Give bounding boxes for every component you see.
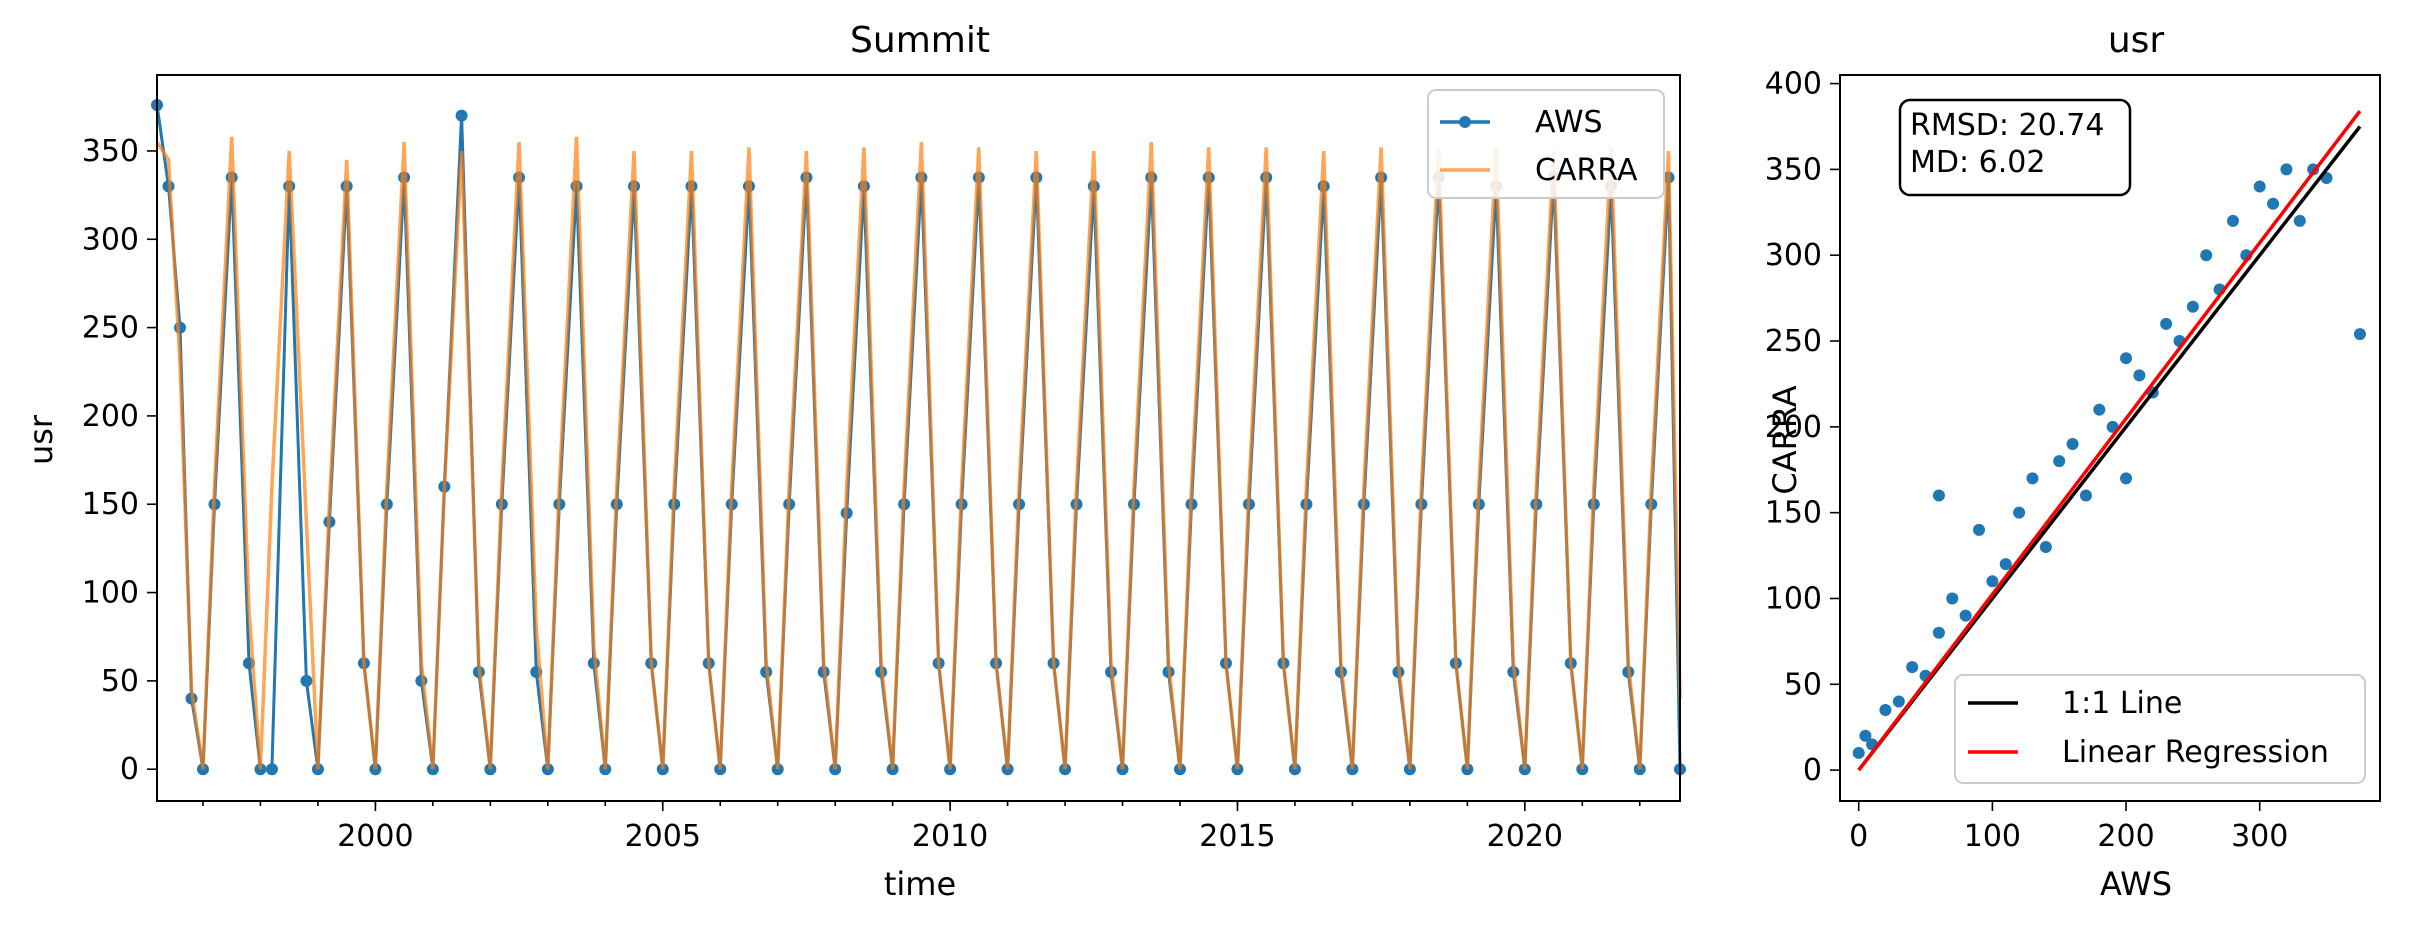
scatter-point xyxy=(1986,575,1999,588)
stats-box-frame xyxy=(1898,98,2132,197)
legend-regression-label: Linear Regression xyxy=(2062,735,2329,770)
scatter-point xyxy=(1959,609,1972,622)
timeseries-x-label: time xyxy=(884,865,956,903)
aws-point xyxy=(455,109,468,122)
timeseries-x-ticks: 2000 2005 2010 2015 2020 xyxy=(202,801,1641,854)
scatter-y-tick-label: 100 xyxy=(1765,581,1822,616)
scatter-x-ticks: 0 100 200 300 xyxy=(1849,801,2288,854)
scatter-point xyxy=(1852,746,1865,759)
timeseries-y-ticks: 0 50 100 150 200 250 300 350 xyxy=(82,134,157,787)
scatter-y-tick-label: 0 xyxy=(1803,753,1822,788)
timeseries-y-tick-label: 250 xyxy=(82,311,139,346)
scatter-y-label: CARRA xyxy=(1766,385,1804,494)
scatter-frame xyxy=(1839,74,2381,802)
scatter-point xyxy=(2226,214,2239,227)
timeseries-y-tick-label: 350 xyxy=(82,134,139,169)
scatter-point xyxy=(2267,197,2280,210)
scatter-point xyxy=(2013,506,2026,519)
scatter-point xyxy=(1879,704,1892,717)
scatter-point xyxy=(2280,163,2293,176)
timeseries-marks xyxy=(151,99,1686,776)
scatter-legend: 1:1 Line Linear Regression xyxy=(1954,674,2366,784)
scatter-point xyxy=(1932,626,1945,639)
scatter-point xyxy=(2200,249,2213,262)
legend-carra-label: CARRA xyxy=(1535,153,1638,188)
scatter-point xyxy=(1973,523,1986,536)
legend-one-to-one-label: 1:1 Line xyxy=(2062,686,2182,721)
scatter-point xyxy=(1892,695,1905,708)
scatter-point xyxy=(2053,455,2066,468)
scatter-marks xyxy=(1852,109,2366,772)
scatter-x-label: AWS xyxy=(2100,865,2172,903)
aws-point xyxy=(265,763,278,776)
regression-line xyxy=(1857,109,2362,772)
scatter-y-tick-label: 300 xyxy=(1765,238,1822,273)
timeseries-y-tick-label: 100 xyxy=(82,576,139,611)
timeseries-panel: Summit 2000 2005 2010 2015 2020 0 50 100 150 200… xyxy=(22,20,1686,903)
scatter-point xyxy=(2293,214,2306,227)
scatter-point xyxy=(2120,352,2133,365)
scatter-title: usr xyxy=(2108,20,2165,61)
stats-md: MD: 6.02 xyxy=(1910,145,2045,180)
timeseries-y-tick-label: 50 xyxy=(101,664,139,699)
timeseries-y-tick-label: 0 xyxy=(120,752,139,787)
scatter-point xyxy=(2066,438,2079,451)
scatter-point xyxy=(2093,403,2106,416)
scatter-point xyxy=(1999,558,2012,571)
timeseries-y-label: usr xyxy=(22,414,60,465)
timeseries-y-tick-label: 300 xyxy=(82,222,139,257)
scatter-point xyxy=(1932,489,1945,502)
legend-aws-label: AWS xyxy=(1535,105,1603,140)
timeseries-x-tick-label: 2010 xyxy=(912,819,988,854)
scatter-point xyxy=(2026,472,2039,485)
scatter-y-tick-label: 150 xyxy=(1765,496,1822,531)
scatter-y-tick-label: 50 xyxy=(1784,667,1822,702)
timeseries-y-tick-label: 200 xyxy=(82,399,139,434)
scatter-x-tick-label: 200 xyxy=(2097,819,2154,854)
scatter-point xyxy=(2079,489,2092,502)
scatter-point xyxy=(2353,328,2366,341)
scatter-point xyxy=(2133,369,2146,382)
scatter-point xyxy=(1906,661,1919,674)
timeseries-x-tick-label: 2005 xyxy=(625,819,701,854)
timeseries-frame xyxy=(156,74,1681,802)
timeseries-title: Summit xyxy=(850,20,990,61)
scatter-point xyxy=(2253,180,2266,193)
stats-box: RMSD: 20.74 MD: 6.02 xyxy=(1898,98,2132,197)
timeseries-x-tick-label: 2000 xyxy=(337,819,413,854)
scatter-point xyxy=(1859,729,1872,742)
carra-series-line xyxy=(155,136,1682,770)
scatter-point xyxy=(2186,300,2199,313)
scatter-panel: usr 0 100 200 300 050100150200250300350400 … xyxy=(1765,20,2381,903)
timeseries-legend: AWS CARRA xyxy=(1427,89,1665,199)
timeseries-x-tick-label: 2020 xyxy=(1487,819,1563,854)
scatter-y-tick-label: 350 xyxy=(1765,152,1822,187)
scatter-point xyxy=(2039,540,2052,553)
scatter-y-tick-label: 400 xyxy=(1765,67,1822,102)
scatter-y-tick-label: 250 xyxy=(1765,324,1822,359)
stats-rmsd: RMSD: 20.74 xyxy=(1910,108,2104,143)
timeseries-x-tick-label: 2015 xyxy=(1199,819,1275,854)
scatter-y-ticks: 0 50 100 150 200 250 300 350 400 xyxy=(1765,67,1840,788)
timeseries-y-tick-label: 150 xyxy=(82,487,139,522)
scatter-x-tick-label: 100 xyxy=(1964,819,2021,854)
scatter-point xyxy=(2160,317,2173,330)
scatter-point xyxy=(2120,472,2133,485)
scatter-point xyxy=(1946,592,1959,605)
scatter-x-tick-label: 300 xyxy=(2231,819,2288,854)
aws-point xyxy=(300,674,313,687)
scatter-x-tick-label: 0 xyxy=(1849,819,1868,854)
legend-aws-marker xyxy=(1459,116,1471,128)
scatter-y-tick-label: 200 xyxy=(1765,410,1822,445)
scatter-legend-box xyxy=(1954,674,2366,784)
